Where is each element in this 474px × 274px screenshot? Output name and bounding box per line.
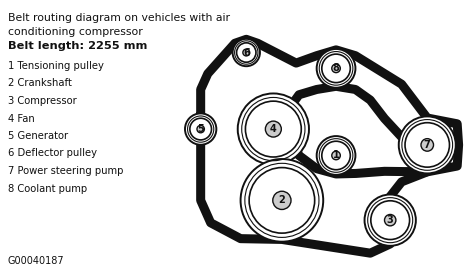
Text: 3: 3: [387, 215, 393, 225]
Text: 1 Tensioning pulley: 1 Tensioning pulley: [8, 61, 104, 71]
Text: 8: 8: [333, 63, 339, 73]
Text: 5: 5: [197, 124, 204, 134]
Circle shape: [317, 49, 356, 88]
Circle shape: [384, 215, 396, 226]
Text: 8 Coolant pump: 8 Coolant pump: [8, 184, 87, 193]
Circle shape: [273, 191, 291, 210]
Circle shape: [365, 195, 416, 246]
Circle shape: [241, 159, 323, 242]
Text: G00040187: G00040187: [8, 256, 64, 266]
Circle shape: [197, 125, 204, 133]
Circle shape: [317, 136, 356, 175]
Circle shape: [243, 49, 250, 56]
Circle shape: [332, 64, 340, 73]
Text: Belt routing diagram on vehicles with air: Belt routing diagram on vehicles with ai…: [8, 13, 230, 23]
Circle shape: [332, 151, 340, 160]
Text: 4 Fan: 4 Fan: [8, 113, 35, 124]
Circle shape: [421, 139, 434, 151]
Text: 3 Compressor: 3 Compressor: [8, 96, 77, 106]
Text: 2: 2: [279, 195, 285, 205]
Text: 5 Generator: 5 Generator: [8, 131, 68, 141]
Text: 4: 4: [270, 124, 277, 134]
Circle shape: [399, 116, 456, 173]
Text: conditioning compressor: conditioning compressor: [8, 27, 143, 37]
Text: 7 Power steering pump: 7 Power steering pump: [8, 166, 123, 176]
Text: 6 Deflector pulley: 6 Deflector pulley: [8, 149, 97, 158]
Text: Belt length: 2255 mm: Belt length: 2255 mm: [8, 41, 147, 51]
Text: 7: 7: [424, 140, 430, 150]
Text: 1: 1: [333, 150, 339, 161]
Circle shape: [265, 121, 282, 137]
Circle shape: [238, 93, 309, 165]
Text: 2 Crankshaft: 2 Crankshaft: [8, 78, 72, 89]
Text: 6: 6: [243, 47, 250, 58]
Circle shape: [185, 113, 216, 145]
Circle shape: [233, 39, 260, 66]
